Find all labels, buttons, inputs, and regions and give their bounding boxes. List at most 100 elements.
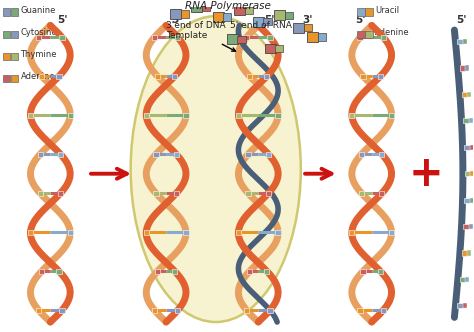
FancyBboxPatch shape [28, 113, 33, 118]
Text: 5': 5' [356, 15, 366, 25]
FancyBboxPatch shape [275, 113, 281, 118]
FancyBboxPatch shape [10, 8, 18, 16]
FancyBboxPatch shape [463, 303, 467, 308]
FancyBboxPatch shape [246, 152, 251, 157]
FancyBboxPatch shape [318, 33, 326, 41]
FancyBboxPatch shape [361, 74, 365, 79]
Text: RNA Polymerase: RNA Polymerase [185, 1, 271, 11]
Text: Guanine: Guanine [20, 6, 56, 15]
FancyBboxPatch shape [365, 31, 373, 38]
FancyBboxPatch shape [172, 74, 177, 79]
FancyBboxPatch shape [191, 2, 202, 12]
FancyBboxPatch shape [285, 12, 293, 19]
FancyBboxPatch shape [361, 269, 365, 274]
FancyBboxPatch shape [267, 308, 273, 313]
FancyBboxPatch shape [2, 8, 10, 16]
FancyBboxPatch shape [381, 35, 386, 40]
Text: 5': 5' [57, 15, 67, 25]
FancyBboxPatch shape [357, 308, 363, 313]
FancyBboxPatch shape [246, 191, 251, 196]
FancyBboxPatch shape [462, 250, 467, 256]
FancyBboxPatch shape [389, 230, 394, 235]
FancyBboxPatch shape [213, 12, 224, 22]
FancyBboxPatch shape [293, 23, 304, 33]
FancyBboxPatch shape [264, 44, 275, 53]
FancyBboxPatch shape [381, 308, 386, 313]
FancyBboxPatch shape [172, 269, 177, 274]
Text: Uracil: Uracil [375, 6, 399, 15]
FancyBboxPatch shape [266, 152, 271, 157]
FancyBboxPatch shape [39, 269, 44, 274]
FancyBboxPatch shape [153, 191, 158, 196]
FancyBboxPatch shape [236, 230, 241, 235]
FancyBboxPatch shape [10, 75, 18, 82]
FancyBboxPatch shape [153, 152, 158, 157]
FancyBboxPatch shape [264, 18, 272, 26]
FancyBboxPatch shape [470, 198, 474, 203]
FancyBboxPatch shape [2, 53, 10, 60]
FancyBboxPatch shape [68, 113, 73, 118]
FancyBboxPatch shape [155, 269, 160, 274]
FancyBboxPatch shape [389, 113, 394, 118]
FancyBboxPatch shape [10, 31, 18, 38]
Text: 5': 5' [171, 15, 182, 25]
FancyBboxPatch shape [267, 35, 273, 40]
FancyBboxPatch shape [274, 10, 285, 20]
FancyBboxPatch shape [467, 92, 471, 97]
FancyBboxPatch shape [223, 13, 231, 21]
FancyBboxPatch shape [170, 9, 181, 19]
FancyBboxPatch shape [173, 152, 179, 157]
FancyBboxPatch shape [378, 74, 383, 79]
FancyBboxPatch shape [144, 113, 149, 118]
FancyBboxPatch shape [465, 171, 470, 176]
FancyBboxPatch shape [460, 277, 465, 282]
Text: 3'end of DNA
Template: 3'end of DNA Template [166, 21, 236, 51]
FancyBboxPatch shape [463, 39, 467, 44]
FancyBboxPatch shape [253, 17, 264, 27]
FancyBboxPatch shape [56, 269, 62, 274]
FancyBboxPatch shape [234, 6, 245, 16]
Text: Thymine: Thymine [20, 50, 57, 59]
FancyBboxPatch shape [349, 113, 355, 118]
FancyBboxPatch shape [266, 191, 271, 196]
FancyBboxPatch shape [152, 308, 157, 313]
FancyBboxPatch shape [175, 308, 181, 313]
FancyBboxPatch shape [247, 74, 252, 79]
Text: Adenine: Adenine [20, 72, 55, 81]
FancyBboxPatch shape [469, 118, 473, 124]
FancyBboxPatch shape [59, 308, 64, 313]
FancyBboxPatch shape [357, 35, 363, 40]
FancyBboxPatch shape [245, 7, 253, 14]
FancyBboxPatch shape [465, 145, 470, 150]
Text: Adenine: Adenine [375, 28, 410, 37]
FancyBboxPatch shape [464, 224, 469, 229]
FancyBboxPatch shape [244, 308, 249, 313]
FancyBboxPatch shape [365, 8, 373, 16]
FancyBboxPatch shape [175, 35, 181, 40]
FancyBboxPatch shape [359, 191, 364, 196]
FancyBboxPatch shape [465, 277, 469, 282]
FancyBboxPatch shape [359, 152, 364, 157]
Text: 3': 3' [302, 15, 313, 25]
FancyBboxPatch shape [28, 230, 33, 235]
FancyBboxPatch shape [469, 224, 473, 229]
FancyBboxPatch shape [304, 24, 312, 32]
FancyBboxPatch shape [58, 191, 63, 196]
FancyBboxPatch shape [470, 145, 474, 150]
Text: 5' end of RNA: 5' end of RNA [230, 21, 292, 30]
FancyBboxPatch shape [275, 45, 283, 52]
FancyBboxPatch shape [144, 230, 149, 235]
FancyBboxPatch shape [36, 35, 41, 40]
FancyBboxPatch shape [264, 269, 270, 274]
FancyBboxPatch shape [379, 152, 384, 157]
Text: 5': 5' [456, 15, 467, 25]
Ellipse shape [131, 16, 301, 322]
Text: 5': 5' [264, 15, 274, 25]
FancyBboxPatch shape [227, 35, 237, 44]
FancyBboxPatch shape [247, 269, 252, 274]
FancyBboxPatch shape [183, 230, 189, 235]
FancyBboxPatch shape [236, 113, 241, 118]
FancyBboxPatch shape [357, 8, 365, 16]
FancyBboxPatch shape [460, 65, 465, 70]
FancyBboxPatch shape [244, 35, 249, 40]
